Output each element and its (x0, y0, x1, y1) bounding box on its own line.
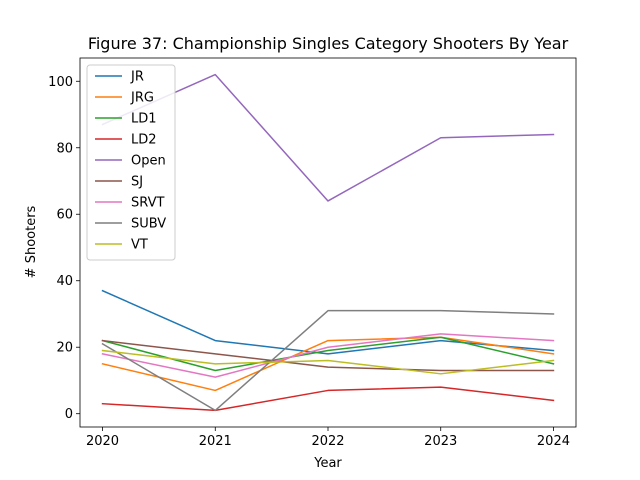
legend-label-sj: SJ (131, 175, 143, 190)
legend-label-ld1: LD1 (131, 112, 157, 127)
y-axis: 0 20 40 60 80 100 (48, 75, 80, 422)
series-line-ld1 (101, 336, 555, 372)
legend-label-jr: JR (130, 70, 144, 85)
series-line-jr (101, 289, 555, 355)
x-tick-label: 2020 (86, 434, 119, 449)
series-line-vt (101, 349, 555, 375)
x-axis: 2020 2021 2022 2023 2024 (86, 427, 570, 449)
chart-title: Figure 37: Championship Singles Category… (88, 34, 569, 53)
legend-label-ld2: LD2 (131, 133, 157, 148)
legend-label-vt: VT (131, 238, 148, 253)
series-line-sj (101, 339, 555, 372)
x-tick-label: 2021 (199, 434, 232, 449)
legend: JR JRG LD1 LD2 Open SJ SRVT SUBV VT (86, 64, 176, 261)
series-line-jrg (101, 336, 555, 392)
x-tick-label: 2022 (311, 434, 344, 449)
y-tick-label: 60 (56, 208, 73, 223)
series-line-subv (101, 309, 555, 412)
series-line-srvt (101, 333, 555, 378)
y-tick-label: 0 (65, 407, 73, 422)
series-line-ld2 (101, 386, 555, 412)
x-axis-label: Year (313, 456, 342, 471)
y-tick-label: 40 (56, 274, 73, 289)
legend-label-srvt: SRVT (131, 196, 164, 211)
y-axis-label: # Shooters (24, 205, 39, 278)
legend-label-subv: SUBV (131, 217, 166, 232)
legend-box (86, 64, 176, 261)
y-tick-label: 20 (56, 341, 73, 356)
legend-label-jrg: JRG (130, 91, 154, 106)
x-tick-label: 2024 (537, 434, 570, 449)
y-tick-label: 80 (56, 141, 73, 156)
legend-label-open: Open (131, 154, 166, 169)
y-tick-label: 100 (48, 75, 73, 90)
series-line-open (101, 73, 555, 202)
x-tick-label: 2023 (424, 434, 457, 449)
